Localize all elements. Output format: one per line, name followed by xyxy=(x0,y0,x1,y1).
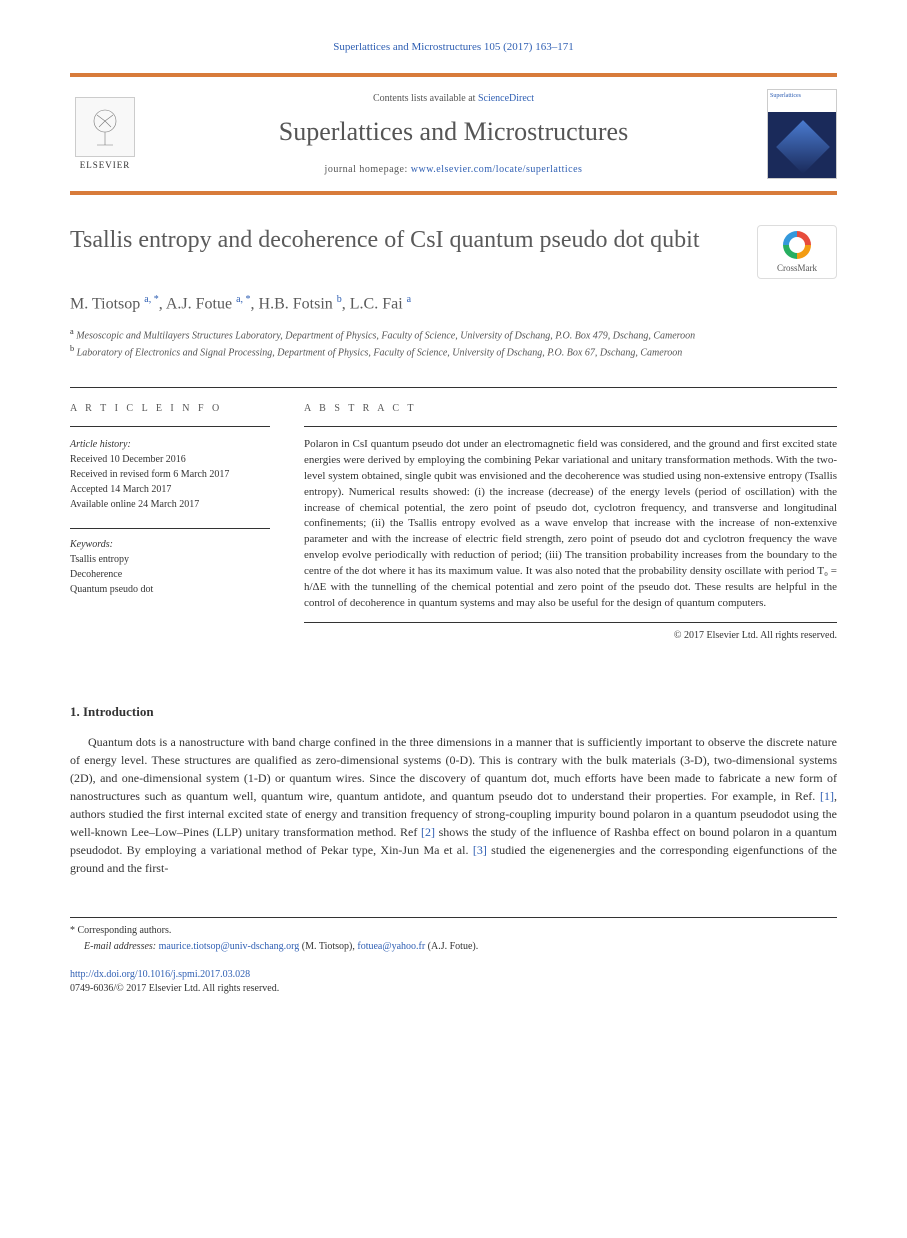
ref-1-link[interactable]: [1] xyxy=(820,789,834,803)
authors: M. Tiotsop a, *, A.J. Fotue a, *, H.B. F… xyxy=(70,293,837,316)
article-info-label: A R T I C L E I N F O xyxy=(70,402,270,427)
contents-prefix: Contents lists available at xyxy=(373,93,478,104)
intro-heading: 1. Introduction xyxy=(70,703,837,721)
elsevier-tree-icon xyxy=(75,97,135,157)
abstract-text: Polaron in CsI quantum pseudo dot under … xyxy=(304,437,837,623)
journal-cover-thumb: Superlattices xyxy=(767,89,837,179)
history-received: Received 10 December 2016 xyxy=(70,452,270,467)
keywords-block: Keywords: Tsallis entropy Decoherence Qu… xyxy=(70,528,270,597)
contents-line: Contents lists available at ScienceDirec… xyxy=(158,92,749,106)
crossmark-label: CrossMark xyxy=(777,262,817,275)
doi-block: http://dx.doi.org/10.1016/j.spmi.2017.03… xyxy=(70,968,837,996)
intro-paragraph: Quantum dots is a nanostructure with ban… xyxy=(70,733,837,877)
header-citation: Superlattices and Microstructures 105 (2… xyxy=(70,40,837,55)
affiliation-b: b Laboratory of Electronics and Signal P… xyxy=(70,343,837,360)
ref-2-link[interactable]: [2] xyxy=(421,825,435,839)
abstract-copyright: © 2017 Elsevier Ltd. All rights reserved… xyxy=(304,629,837,643)
sciencedirect-link[interactable]: ScienceDirect xyxy=(478,93,534,104)
email-1-name: (M. Tiotsop), xyxy=(299,941,357,952)
info-abstract-row: A R T I C L E I N F O Article history: R… xyxy=(70,387,837,643)
keywords-head: Keywords: xyxy=(70,537,270,552)
crossmark-icon xyxy=(783,231,811,259)
article-title: Tsallis entropy and decoherence of CsI q… xyxy=(70,225,737,256)
elsevier-logo: ELSEVIER xyxy=(70,94,140,174)
issn-copyright: 0749-6036/© 2017 Elsevier Ltd. All right… xyxy=(70,983,279,994)
journal-name: Superlattices and Microstructures xyxy=(158,114,749,150)
journal-banner: ELSEVIER Contents lists available at Sci… xyxy=(70,73,837,195)
footer-block: * Corresponding authors. E-mail addresse… xyxy=(70,917,837,954)
keyword-2: Quantum pseudo dot xyxy=(70,582,270,597)
abstract-label: A B S T R A C T xyxy=(304,402,837,427)
elsevier-label: ELSEVIER xyxy=(80,159,131,172)
cover-label: Superlattices xyxy=(770,93,801,99)
corresponding-authors: * Corresponding authors. xyxy=(70,924,837,938)
email-label: E-mail addresses: xyxy=(84,941,156,952)
homepage-link[interactable]: www.elsevier.com/locate/superlattices xyxy=(411,164,583,175)
ref-3-link[interactable]: [3] xyxy=(473,843,487,857)
email-2-name: (A.J. Fotue). xyxy=(425,941,478,952)
article-info-col: A R T I C L E I N F O Article history: R… xyxy=(70,402,270,643)
affiliation-a-text: Mesoscopic and Multilayers Structures La… xyxy=(76,330,695,341)
title-row: Tsallis entropy and decoherence of CsI q… xyxy=(70,225,837,279)
email-1-link[interactable]: maurice.tiotsop@univ-dschang.org xyxy=(159,941,300,952)
article-history: Article history: Received 10 December 20… xyxy=(70,437,270,512)
abstract-col: A B S T R A C T Polaron in CsI quantum p… xyxy=(304,402,837,643)
homepage-prefix: journal homepage: xyxy=(325,164,411,175)
history-online: Available online 24 March 2017 xyxy=(70,497,270,512)
intro-pre: Quantum dots is a nanostructure with ban… xyxy=(70,735,837,803)
history-head: Article history: xyxy=(70,437,270,452)
crossmark-badge[interactable]: CrossMark xyxy=(757,225,837,279)
keyword-1: Decoherence xyxy=(70,567,270,582)
email-2-link[interactable]: fotuea@yahoo.fr xyxy=(357,941,425,952)
email-line: E-mail addresses: maurice.tiotsop@univ-d… xyxy=(70,940,837,954)
history-revised: Received in revised form 6 March 2017 xyxy=(70,467,270,482)
affiliation-b-text: Laboratory of Electronics and Signal Pro… xyxy=(77,348,683,359)
history-accepted: Accepted 14 March 2017 xyxy=(70,482,270,497)
affiliations: a Mesoscopic and Multilayers Structures … xyxy=(70,326,837,361)
banner-center: Contents lists available at ScienceDirec… xyxy=(158,92,749,176)
affiliation-a: a Mesoscopic and Multilayers Structures … xyxy=(70,326,837,343)
homepage-line: journal homepage: www.elsevier.com/locat… xyxy=(158,163,749,177)
keyword-0: Tsallis entropy xyxy=(70,552,270,567)
doi-link[interactable]: http://dx.doi.org/10.1016/j.spmi.2017.03… xyxy=(70,969,250,980)
